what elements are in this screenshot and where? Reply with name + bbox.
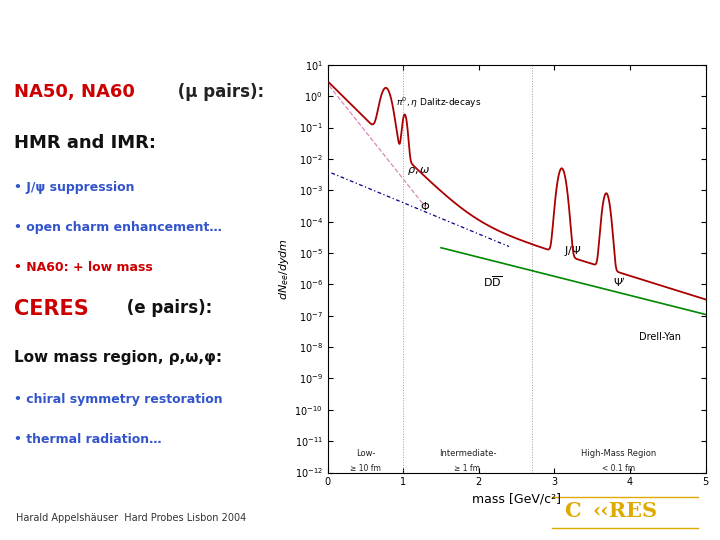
Text: Dilepton mass spectrum (schematic): Dilepton mass spectrum (schematic) [87,15,633,42]
Text: $\pi^0,\eta$ Dalitz-decays: $\pi^0,\eta$ Dalitz-decays [396,95,481,110]
Text: • NA60: + low mass: • NA60: + low mass [14,261,153,274]
Y-axis label: $dN_{ee}/dydm$: $dN_{ee}/dydm$ [277,238,292,300]
Text: NA50, NA60: NA50, NA60 [14,83,135,102]
Text: ‹‹RES: ‹‹RES [592,501,657,521]
Text: High-Mass Region: High-Mass Region [581,449,657,457]
Text: ≥ 1 fm: ≥ 1 fm [454,463,480,472]
Text: $\Phi$: $\Phi$ [420,200,431,212]
Text: • J/ψ suppression: • J/ψ suppression [14,181,134,194]
Text: • open charm enhancement…: • open charm enhancement… [14,221,222,234]
Text: CERES: CERES [14,300,89,320]
Text: D$\overline{\mathrm{D}}$: D$\overline{\mathrm{D}}$ [482,274,502,289]
Text: J/$\Psi$: J/$\Psi$ [564,245,582,258]
Text: • thermal radiation…: • thermal radiation… [14,433,161,446]
X-axis label: mass [GeV/c²]: mass [GeV/c²] [472,493,561,506]
Text: • chiral symmetry restoration: • chiral symmetry restoration [14,393,222,406]
Text: (e pairs):: (e pairs): [121,300,212,318]
Text: Harald Appelshäuser  Hard Probes Lisbon 2004: Harald Appelshäuser Hard Probes Lisbon 2… [16,514,246,523]
Text: Low-: Low- [356,449,375,457]
Text: HMR and IMR:: HMR and IMR: [14,134,156,152]
Text: Drell-Yan: Drell-Yan [639,332,681,342]
Text: (μ pairs):: (μ pairs): [172,83,264,102]
Text: Intermediate-: Intermediate- [438,449,496,457]
Text: $\Psi'$: $\Psi'$ [613,276,626,289]
Text: C: C [564,501,581,521]
Text: Low mass region, ρ,ω,φ:: Low mass region, ρ,ω,φ: [14,350,222,366]
Text: < 0.1 fm: < 0.1 fm [602,463,635,472]
Text: ≥ 10 fm: ≥ 10 fm [350,463,381,472]
Text: $\rho,\omega$: $\rho,\omega$ [407,165,431,177]
